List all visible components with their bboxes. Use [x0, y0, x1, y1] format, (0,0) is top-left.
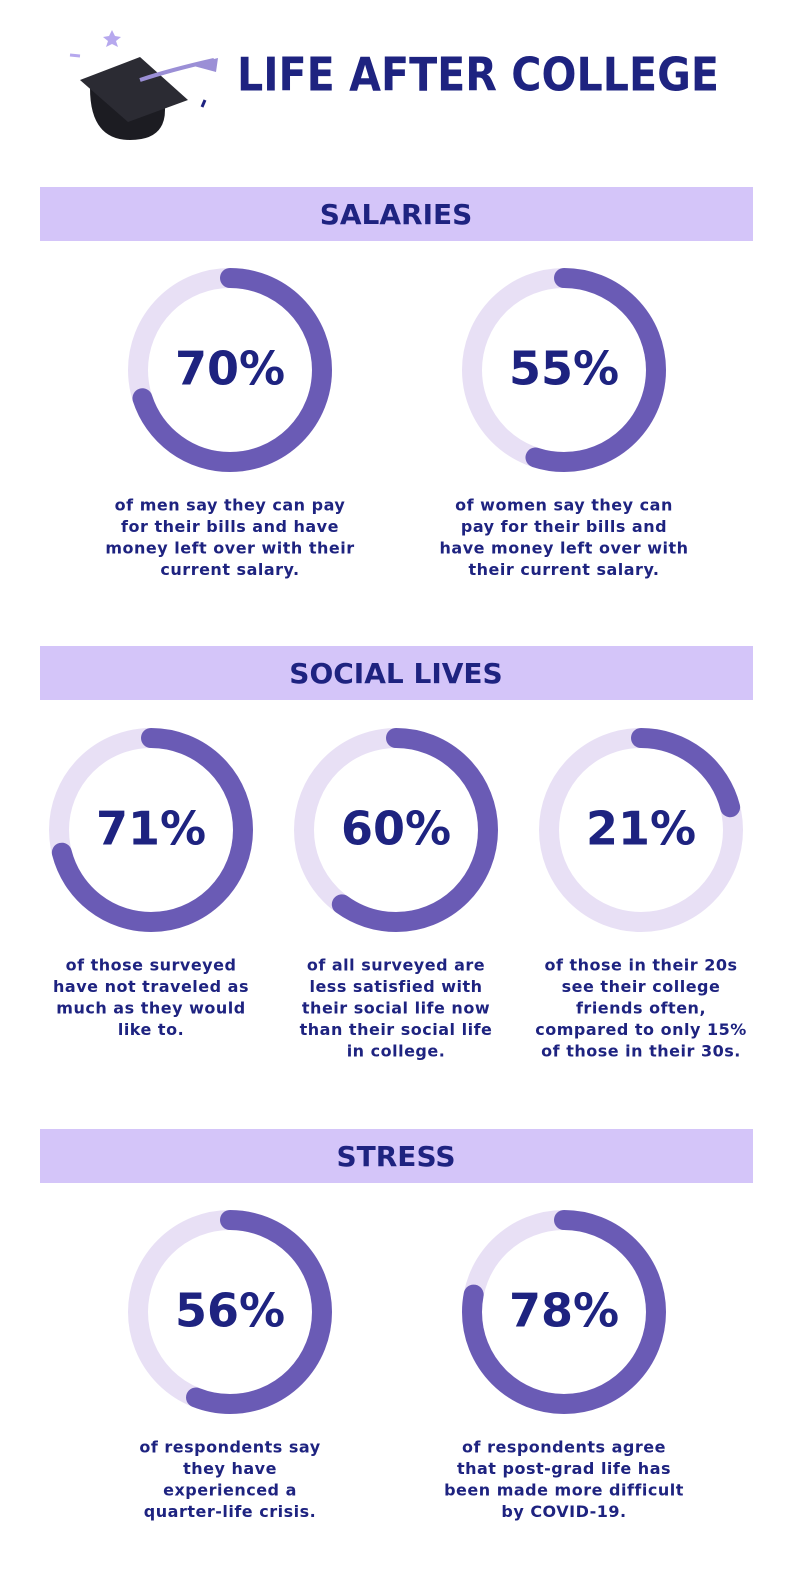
section-bar [40, 187, 753, 241]
donut-arc [128, 268, 332, 472]
section-heading: STRESS [336, 1140, 455, 1173]
description: of women say they can [455, 496, 673, 515]
description: friends often, [576, 999, 706, 1018]
description: of those in their 20s [544, 956, 737, 975]
description: of all surveyed are [307, 956, 485, 975]
description: of those in their 30s. [541, 1042, 741, 1061]
donut-arc [294, 728, 498, 932]
percent-label: 56% [175, 1284, 285, 1338]
donut-arc [462, 1210, 666, 1414]
percent-label: 78% [509, 1284, 619, 1338]
donut-arc [539, 728, 743, 932]
description: quarter-life crisis. [144, 1502, 316, 1521]
description: they have [183, 1459, 277, 1478]
description: have money left over with [440, 539, 689, 558]
description: their social life now [302, 999, 490, 1018]
description: compared to only 15% [535, 1020, 747, 1039]
description: experienced a [163, 1481, 297, 1500]
description: their current salary. [469, 560, 660, 579]
description: by COVID-19. [501, 1502, 626, 1521]
title: LIFE AFTER COLLEGE [237, 48, 719, 102]
description: of respondents say [139, 1438, 320, 1457]
description: for their bills and have [121, 517, 339, 536]
description: current salary. [160, 560, 299, 579]
description: in college. [347, 1042, 446, 1061]
donut-arc [128, 1210, 332, 1414]
section-heading: SALARIES [320, 198, 473, 231]
description: like to. [118, 1020, 184, 1039]
section-bar [40, 1129, 753, 1183]
description: than their social life [300, 1020, 493, 1039]
description: that post-grad life has [457, 1459, 671, 1478]
cap-icon [69, 30, 218, 140]
description: have not traveled as [53, 977, 249, 996]
percent-label: 60% [341, 802, 451, 856]
description: of men say they can pay [115, 496, 346, 515]
description: been made more difficult [444, 1481, 684, 1500]
section-bar [40, 646, 753, 700]
percent-label: 21% [586, 802, 696, 856]
description: money left over with their [105, 539, 354, 558]
description: much as they would [56, 999, 245, 1018]
percent-label: 55% [509, 342, 619, 396]
description: of respondents agree [462, 1438, 666, 1457]
section-heading: SOCIAL LIVES [289, 657, 502, 690]
percent-label: 71% [96, 802, 206, 856]
description: see their college [562, 977, 721, 996]
donut-arc [462, 268, 666, 472]
donut-arc [49, 728, 253, 932]
description: pay for their bills and [461, 517, 667, 536]
description: less satisfied with [309, 977, 482, 996]
description: of those surveyed [66, 956, 237, 975]
percent-label: 70% [175, 342, 285, 396]
